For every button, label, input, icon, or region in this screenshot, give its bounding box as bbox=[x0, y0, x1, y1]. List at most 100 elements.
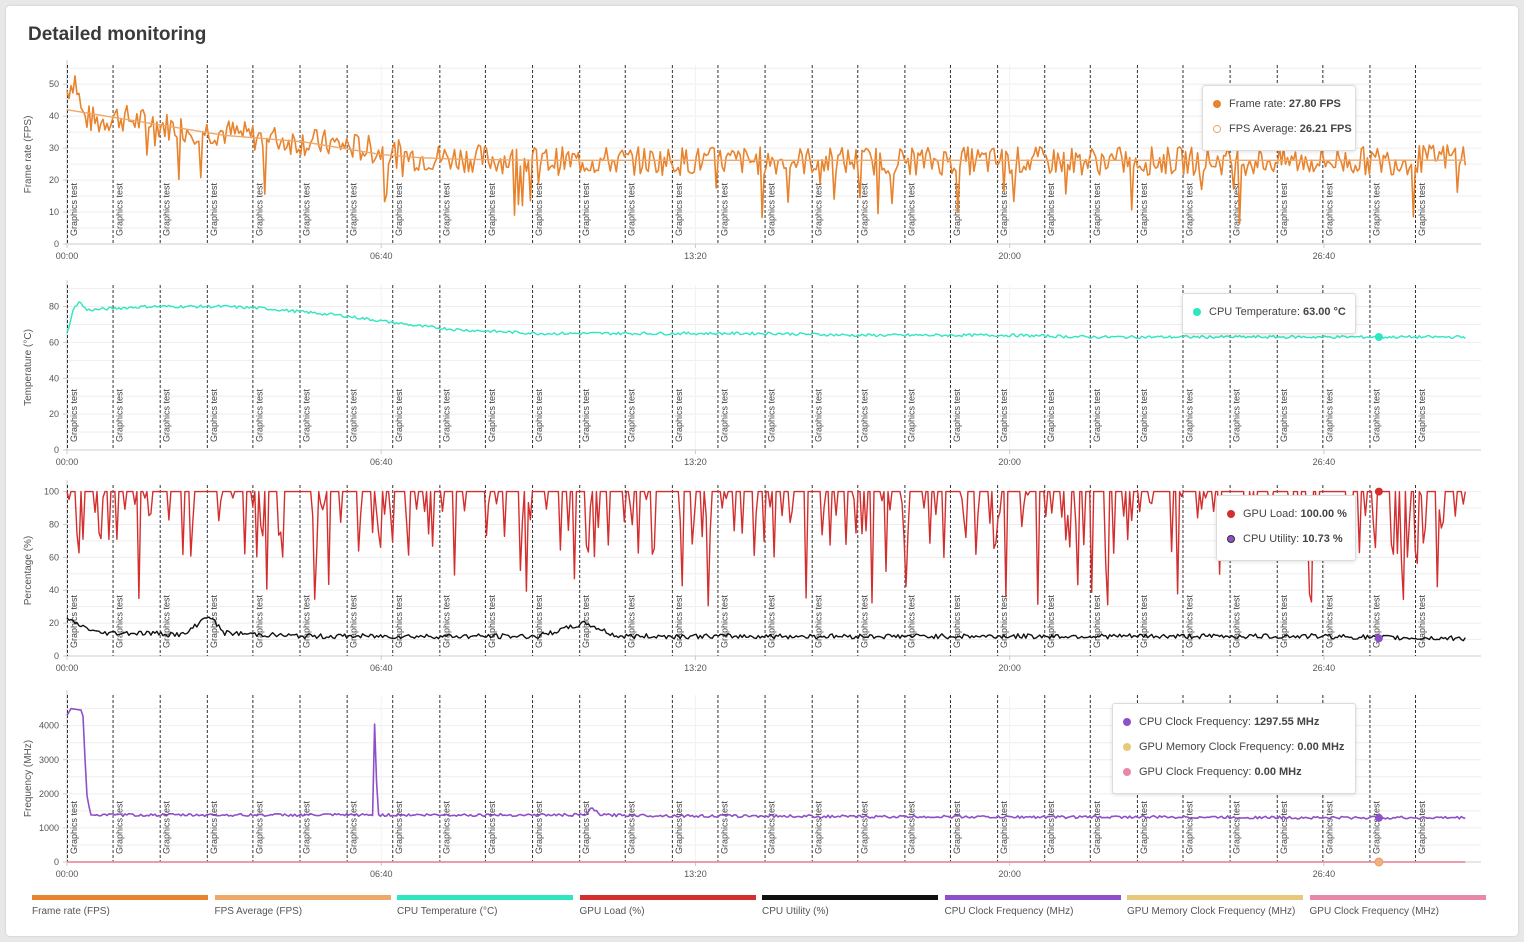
graphics-test-label: Graphics test bbox=[254, 388, 264, 442]
graphics-test-label: Graphics test bbox=[209, 388, 219, 442]
graphics-test-label: Graphics test bbox=[115, 594, 125, 648]
graphics-test-label: Graphics test bbox=[767, 800, 777, 854]
graphics-test-label: Graphics test bbox=[1092, 594, 1102, 648]
graphics-test-label: Graphics test bbox=[1139, 388, 1149, 442]
x-tick-label: 06:40 bbox=[370, 663, 393, 673]
graphics-test-label: Graphics test bbox=[1279, 388, 1289, 442]
graphics-test-label: Graphics test bbox=[394, 182, 404, 236]
y-tick-label: 40 bbox=[49, 111, 59, 121]
graphics-test-label: Graphics test bbox=[487, 594, 497, 648]
graphics-test-label: Graphics test bbox=[1092, 800, 1102, 854]
legend-swatch bbox=[1127, 895, 1303, 900]
x-tick-label: 26:40 bbox=[1313, 251, 1336, 261]
graphics-test-label: Graphics test bbox=[1184, 800, 1194, 854]
graphics-test-label: Graphics test bbox=[814, 800, 824, 854]
graphics-test-label: Graphics test bbox=[1417, 594, 1427, 648]
graphics-test-label: Graphics test bbox=[1417, 800, 1427, 854]
graphics-test-label: Graphics test bbox=[1184, 182, 1194, 236]
tooltip-value: 0.00 MHz bbox=[1254, 766, 1302, 778]
graphics-test-label: Graphics test bbox=[162, 182, 172, 236]
legend-label: FPS Average (FPS) bbox=[214, 906, 303, 917]
legend-item[interactable]: CPU Temperature (°C) bbox=[397, 895, 573, 925]
graphics-test-label: Graphics test bbox=[627, 800, 637, 854]
graphics-test-label: Graphics test bbox=[302, 594, 312, 648]
tooltip-freq: CPU Clock Frequency: 1297.55 MHz GPU Memo… bbox=[1112, 703, 1356, 794]
graphics-test-label: Graphics test bbox=[627, 594, 637, 648]
legend-item[interactable]: GPU Memory Clock Frequency (MHz) bbox=[1127, 895, 1303, 925]
tooltip-value: 0.00 MHz bbox=[1297, 741, 1345, 753]
graphics-test-label: Graphics test bbox=[254, 594, 264, 648]
graphics-test-label: Graphics test bbox=[1046, 594, 1056, 648]
graphics-test-label: Graphics test bbox=[441, 800, 451, 854]
y-tick-label: 1000 bbox=[39, 823, 59, 833]
y-tick-label: 20 bbox=[49, 409, 59, 419]
legend-item[interactable]: CPU Utility (%) bbox=[762, 895, 938, 925]
legend-item[interactable]: GPU Clock Frequency (MHz) bbox=[1309, 895, 1486, 925]
graphics-test-label: Graphics test bbox=[814, 182, 824, 236]
x-tick-label: 13:20 bbox=[684, 457, 707, 467]
graphics-test-label: Graphics test bbox=[1232, 800, 1242, 854]
x-tick-label: 00:00 bbox=[56, 251, 79, 261]
graphics-test-label: Graphics test bbox=[814, 388, 824, 442]
graphics-test-label: Graphics test bbox=[349, 800, 359, 854]
graphics-test-label: Graphics test bbox=[674, 388, 684, 442]
graphics-test-label: Graphics test bbox=[209, 182, 219, 236]
graphics-test-label: Graphics test bbox=[1371, 182, 1381, 236]
graphics-test-label: Graphics test bbox=[859, 182, 869, 236]
graphics-test-label: Graphics test bbox=[1092, 388, 1102, 442]
graphics-test-label: Graphics test bbox=[1324, 800, 1334, 854]
graphics-test-label: Graphics test bbox=[69, 182, 79, 236]
graphics-test-label: Graphics test bbox=[674, 182, 684, 236]
graphics-test-label: Graphics test bbox=[999, 182, 1009, 236]
page-title: Detailed monitoring bbox=[28, 24, 207, 45]
graphics-test-label: Graphics test bbox=[1184, 388, 1194, 442]
y-tick-label: 0 bbox=[54, 651, 59, 661]
tooltip-row: GPU Clock Frequency: 0.00 MHz bbox=[1123, 766, 1302, 778]
tooltip-label: CPU Clock Frequency: bbox=[1139, 716, 1254, 728]
graphics-test-label: Graphics test bbox=[1279, 182, 1289, 236]
tooltip-label: CPU Temperature: bbox=[1209, 306, 1303, 318]
x-tick-label: 00:00 bbox=[56, 457, 79, 467]
graphics-test-label: Graphics test bbox=[1417, 182, 1427, 236]
tooltip-dot-icon bbox=[1213, 125, 1221, 134]
legend-label: Frame rate (FPS) bbox=[32, 906, 110, 917]
graphics-test-label: Graphics test bbox=[1324, 388, 1334, 442]
tooltip-dot-icon bbox=[1123, 718, 1131, 727]
y-tick-label: 40 bbox=[49, 373, 59, 383]
graphics-test-label: Graphics test bbox=[952, 594, 962, 648]
legend-item[interactable]: Frame rate (FPS) bbox=[32, 895, 208, 925]
tooltip-value: 27.80 FPS bbox=[1288, 98, 1341, 110]
graphics-test-label: Graphics test bbox=[952, 388, 962, 442]
graphics-test-label: Graphics test bbox=[1139, 182, 1149, 236]
x-tick-label: 26:40 bbox=[1313, 869, 1336, 879]
graphics-test-label: Graphics test bbox=[1371, 594, 1381, 648]
graphics-test-label: Graphics test bbox=[906, 800, 916, 854]
tooltip-row: Frame rate: 27.80 FPS bbox=[1213, 98, 1341, 110]
tooltip-dot-icon bbox=[1227, 535, 1235, 544]
y-tick-label: 0 bbox=[54, 239, 59, 249]
x-tick-label: 00:00 bbox=[56, 663, 79, 673]
legend-item[interactable]: CPU Clock Frequency (MHz) bbox=[944, 895, 1121, 925]
graphics-test-label: Graphics test bbox=[1092, 182, 1102, 236]
graphics-test-label: Graphics test bbox=[441, 388, 451, 442]
graphics-test-label: Graphics test bbox=[162, 388, 172, 442]
graphics-test-label: Graphics test bbox=[534, 388, 544, 442]
y-tick-label: 100 bbox=[44, 487, 59, 497]
tooltip-pct: GPU Load: 100.00 % CPU Utility: 10.73 % bbox=[1216, 495, 1356, 561]
graphics-test-label: Graphics test bbox=[115, 182, 125, 236]
graphics-test-label: Graphics test bbox=[719, 800, 729, 854]
legend-item[interactable]: FPS Average (FPS) bbox=[214, 895, 391, 925]
y-axis-label: Frequency (MHz) bbox=[23, 740, 34, 817]
graphics-test-label: Graphics test bbox=[859, 388, 869, 442]
x-tick-label: 13:20 bbox=[684, 251, 707, 261]
legend-label: CPU Utility (%) bbox=[762, 906, 829, 917]
graphics-test-label: Graphics test bbox=[115, 800, 125, 854]
graphics-test-label: Graphics test bbox=[1184, 594, 1194, 648]
graphics-test-label: Graphics test bbox=[441, 182, 451, 236]
graphics-test-label: Graphics test bbox=[906, 388, 916, 442]
legend-swatch bbox=[397, 895, 573, 900]
legend-swatch bbox=[214, 895, 391, 900]
legend-item[interactable]: GPU Load (%) bbox=[579, 895, 756, 925]
graphics-test-label: Graphics test bbox=[302, 800, 312, 854]
graphics-test-label: Graphics test bbox=[69, 388, 79, 442]
